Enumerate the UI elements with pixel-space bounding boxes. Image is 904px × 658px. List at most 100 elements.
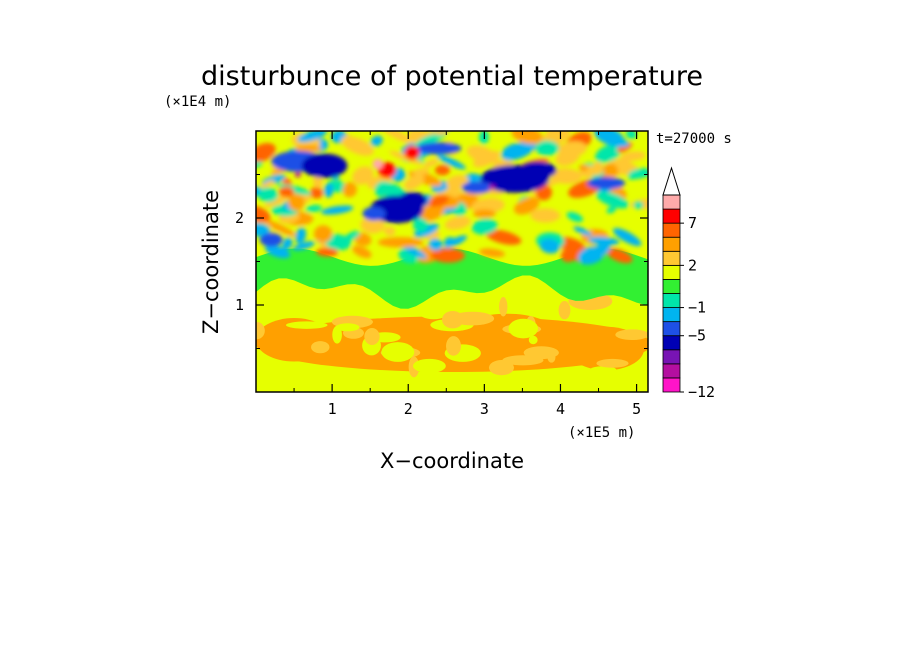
cold-cell — [362, 206, 386, 221]
lower-patch — [256, 322, 265, 340]
lower-patch — [285, 321, 328, 329]
wave-cell — [341, 136, 374, 156]
lower-patch — [508, 318, 539, 339]
lower-patch — [488, 360, 514, 376]
wave-cell — [264, 244, 291, 259]
cold-cell — [461, 181, 492, 194]
wave-cell — [606, 248, 633, 264]
cold-core — [488, 184, 496, 191]
wave-cell — [535, 133, 561, 144]
wave-cell — [530, 208, 561, 223]
cold-cell — [396, 191, 428, 210]
colorbar-label: 2 — [688, 256, 697, 274]
colorbar: 7 2 −1 −5 −12 — [662, 166, 715, 401]
wave-cell — [534, 140, 560, 156]
colorbar-segment — [662, 377, 681, 393]
wave-cell — [380, 131, 413, 144]
wave-cell — [430, 248, 465, 263]
wave-cell — [360, 216, 385, 234]
wave-cell — [282, 237, 293, 250]
colorbar-segment — [662, 307, 681, 323]
wave-cell — [413, 223, 439, 238]
wave-cell — [402, 244, 427, 259]
wave-cell — [256, 143, 276, 164]
lower-patch — [534, 304, 545, 316]
time-label: t=27000 s — [656, 131, 732, 147]
wave-cell — [309, 187, 324, 199]
wave-cell — [588, 236, 620, 246]
wave-cell — [413, 218, 429, 233]
wave-cell — [261, 180, 275, 189]
y-axis: 12 — [235, 174, 648, 349]
wave-cell — [596, 191, 629, 209]
colorbar-label: −12 — [688, 383, 715, 401]
cold-cell — [415, 142, 462, 155]
lower-patch — [446, 336, 461, 356]
warm-cell — [434, 164, 451, 176]
wave-cell — [292, 241, 316, 251]
wave-cell — [312, 176, 323, 189]
wave-cell — [297, 131, 328, 143]
colorbar-segment — [662, 208, 681, 224]
wave-cell — [305, 204, 323, 213]
warm-cell — [278, 186, 295, 198]
x-tick-label: 3 — [480, 400, 489, 418]
warm-cell — [472, 209, 496, 218]
wave-cell — [321, 205, 354, 215]
wave-cell — [374, 184, 386, 198]
colorbar-segment — [662, 349, 681, 365]
colorbar-segment — [662, 236, 681, 252]
wave-cell — [588, 243, 611, 258]
lower-patch — [499, 297, 508, 317]
lower-patch — [590, 366, 617, 374]
lower-patch — [335, 323, 360, 332]
lower-patch — [596, 358, 629, 368]
lower-patch — [558, 301, 571, 320]
wave-cell — [444, 216, 471, 230]
wave-cell — [536, 184, 552, 201]
wave-cell — [423, 158, 439, 168]
wave-cell — [264, 195, 289, 208]
wave-cell — [412, 168, 431, 176]
cold-cell — [587, 177, 626, 190]
wave-cell — [323, 183, 334, 198]
wave-cell — [471, 218, 498, 235]
warm-cell — [377, 237, 424, 248]
wave-cell — [479, 248, 506, 258]
x-tick-label: 1 — [328, 400, 337, 418]
y-unit-label: (×1E4 m) — [164, 94, 231, 110]
x-tick-label: 5 — [632, 400, 641, 418]
wave-cell — [550, 168, 582, 184]
wave-cell — [627, 168, 648, 179]
lower-patch — [615, 329, 648, 341]
warm-cell — [404, 145, 420, 160]
y-axis-label: Z−coordinate — [199, 190, 223, 334]
wave-cell — [573, 226, 592, 237]
wave-cell — [555, 148, 580, 166]
wave-cell — [501, 143, 526, 161]
lower-patch — [523, 346, 559, 360]
wave-cell — [620, 151, 646, 161]
wave-cell — [603, 163, 619, 178]
field-layer-waves — [256, 131, 648, 265]
colorbar-segment — [662, 335, 681, 351]
wave-cell — [383, 226, 396, 236]
lower-patch — [332, 325, 342, 344]
x-axis: 1 2 3 4 5 — [293, 131, 641, 418]
lower-patch — [311, 341, 330, 354]
cold-cell — [518, 161, 557, 179]
wave-cell — [315, 247, 339, 257]
wave-cell — [354, 232, 372, 246]
colorbar-label: −1 — [688, 299, 706, 317]
colorbar-segment — [662, 363, 681, 379]
wave-cell — [485, 229, 522, 245]
colorbar-extend-arrow — [662, 166, 681, 196]
wave-cell — [263, 219, 297, 237]
wave-cell — [389, 150, 423, 165]
wave-cell — [343, 230, 360, 242]
contour-field — [256, 131, 648, 392]
wave-cell — [612, 228, 642, 247]
wave-cell — [591, 162, 604, 176]
lower-patch — [412, 358, 446, 374]
